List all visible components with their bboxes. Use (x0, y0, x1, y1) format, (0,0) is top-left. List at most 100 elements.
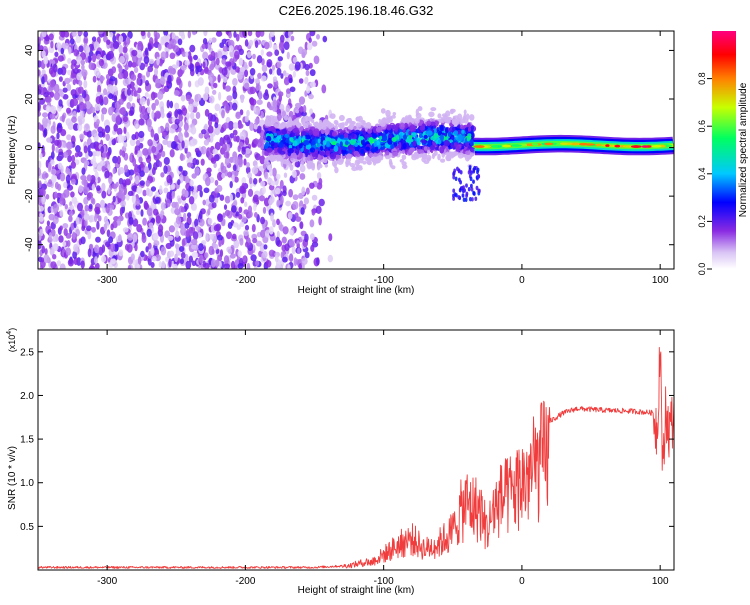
spectrogram-tail-speck (457, 195, 461, 200)
spectrogram-onset-speck (264, 143, 269, 150)
spectrogram-noise-speck (73, 49, 79, 57)
spectrogram-line-peak (490, 145, 499, 148)
spectrogram-onset-speck (355, 122, 362, 128)
spectrogram-noise-speck (235, 33, 240, 42)
spectrogram-noise-speck (166, 112, 172, 119)
spectrogram-noise-speck (207, 217, 213, 225)
spectrogram-noise-speck (261, 64, 268, 73)
spectrogram-noise-speck (174, 208, 181, 216)
spectrogram-noise-speck (102, 108, 107, 115)
spectrogram-noise-speck (224, 209, 231, 217)
spectrogram-noise-speck (127, 232, 134, 241)
spectrogram-noise-speck (56, 260, 61, 267)
spectrogram-onset-speck (339, 114, 345, 122)
spectrogram-noise-speck (293, 257, 298, 267)
spectrogram-noise-speck (50, 41, 54, 49)
spectrogram-noise-speck (145, 246, 149, 253)
spectrogram-noise-speck (207, 54, 213, 61)
spectrogram-noise-speck (234, 259, 239, 266)
spectrogram-noise-speck (130, 74, 137, 81)
spectrogram-noise-speck (318, 198, 325, 207)
spectrogram-onset-speck (274, 123, 279, 128)
spectrogram-noise-speck (123, 164, 129, 173)
spectrogram-noise-speck (147, 139, 153, 147)
spectrogram-onset-speck (392, 151, 399, 157)
spectrogram-noise-speck (50, 151, 55, 160)
spectrogram-noise-speck (187, 31, 191, 39)
spectrogram-onset-speck (457, 113, 463, 121)
spectrogram-xtick-label: -200 (235, 275, 255, 286)
spectrogram-noise-speck (66, 240, 71, 247)
spectrogram-noise-speck (174, 118, 180, 125)
spectrogram-noise-speck (278, 91, 284, 97)
spectrogram-onset-speck (439, 134, 444, 141)
spectrogram-noise-speck (310, 244, 315, 252)
spectrogram-noise-speck (45, 105, 51, 113)
spectrogram-noise-speck (261, 149, 265, 157)
spectrogram-noise-speck (115, 181, 119, 188)
spectrogram-onset-speck (453, 130, 459, 136)
spectrogram-ylabel: Frequency (Hz) (7, 116, 18, 185)
spectrogram-onset-speck (281, 128, 288, 135)
spectrogram-noise-speck (175, 216, 182, 225)
spectrogram-noise-speck (239, 109, 244, 116)
spectrogram-noise-speck (71, 31, 77, 37)
spectrogram-onset-speck (426, 130, 433, 136)
spectrogram-onset-speck (322, 140, 327, 145)
spectrogram-noise-speck (316, 34, 320, 40)
spectrogram-noise-speck (54, 181, 59, 190)
spectrogram-noise-speck (160, 172, 165, 178)
spectrogram-noise-speck (309, 69, 316, 77)
spectrogram-onset-speck (445, 110, 451, 117)
spectrogram-noise-speck (225, 104, 230, 114)
spectrogram-noise-speck (139, 180, 145, 186)
spectrogram-onset-speck (372, 132, 377, 139)
spectrogram-noise-speck (53, 91, 60, 101)
spectrogram-noise-speck (79, 133, 85, 140)
spectrogram-noise-speck (200, 145, 207, 155)
spectrogram-noise-speck (98, 131, 104, 138)
spectrogram-noise-speck (204, 86, 210, 95)
spectrogram-onset-speck (427, 139, 432, 148)
spectrogram-noise-speck (268, 226, 274, 235)
spectrogram-noise-speck (184, 222, 190, 229)
spectrogram-onset-speck (426, 120, 432, 126)
spectrogram-noise-speck (297, 247, 301, 255)
spectrogram-onset-speck (368, 137, 374, 144)
spectrogram-noise-speck (188, 156, 194, 163)
spectrogram-noise-speck (270, 180, 276, 186)
spectrogram-noise-speck (123, 126, 127, 134)
spectrogram-noise-speck (208, 37, 213, 44)
spectrogram-tail-speck (463, 188, 466, 193)
spectrogram-noise-speck (59, 172, 66, 182)
spectrogram-onset-speck (372, 153, 379, 157)
spectrogram-noise-speck (117, 134, 124, 144)
spectrogram-tail-speck (452, 193, 455, 198)
spectrogram-noise-speck (286, 51, 290, 60)
spectrogram-onset-speck (365, 146, 371, 152)
spectrogram-noise-speck (241, 216, 247, 223)
spectrogram-noise-speck (239, 238, 244, 246)
spectrogram-noise-speck (223, 204, 228, 210)
spectrogram-onset-speck (445, 127, 449, 134)
spectrogram-noise-speck (191, 238, 198, 246)
spectrogram-onset-speck (349, 163, 356, 168)
spectrogram-noise-speck (153, 208, 159, 216)
spectrogram-noise-speck (162, 131, 167, 137)
spectrogram-noise-speck (65, 118, 72, 126)
spectrogram-noise-speck (100, 146, 104, 153)
spectrogram-noise-speck (126, 36, 131, 46)
spectrogram-noise-speck (62, 87, 68, 93)
spectrogram-noise-speck (308, 93, 314, 100)
spectrogram-noise-speck (87, 145, 91, 153)
spectrogram-noise-speck (122, 227, 129, 233)
snr-ytick-label: 1.0 (20, 478, 34, 489)
spectrogram-noise-speck (141, 234, 147, 244)
spectrogram-noise-speck (143, 56, 150, 64)
spectrogram-noise-speck (168, 225, 175, 233)
spectrogram-noise-speck (263, 197, 270, 207)
spectrogram-noise-speck (160, 246, 167, 256)
spectrogram-noise-speck (256, 99, 263, 105)
spectrogram-noise-speck (241, 146, 246, 155)
spectrogram-onset-speck (448, 151, 453, 156)
